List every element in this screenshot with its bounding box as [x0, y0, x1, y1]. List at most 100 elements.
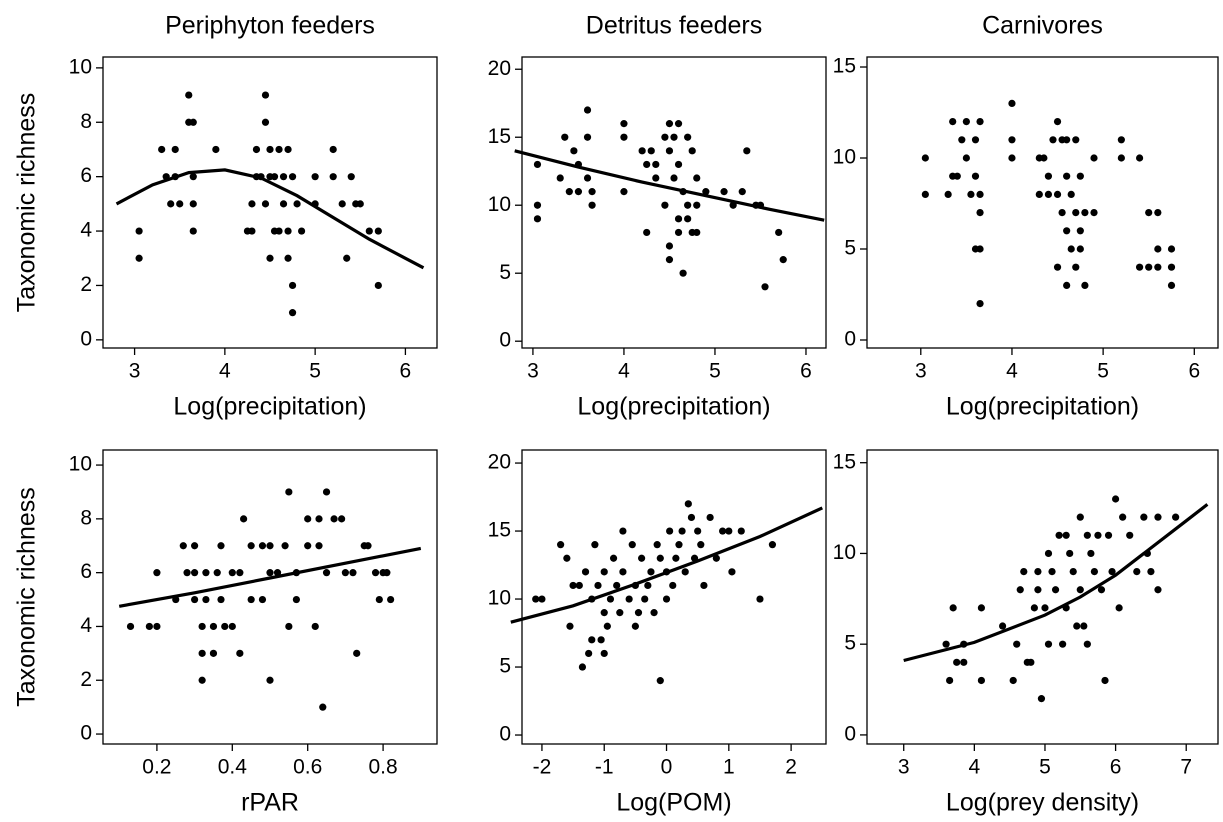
point [588, 188, 596, 196]
point [341, 569, 349, 577]
point [304, 542, 312, 550]
point [1009, 676, 1017, 685]
point [1154, 586, 1162, 594]
y-tick-label: 15 [833, 55, 856, 78]
point [322, 569, 331, 577]
point [977, 604, 986, 612]
x-tick-label: 4 [1006, 360, 1018, 383]
point [620, 188, 628, 196]
plot-frame [521, 56, 827, 349]
y-tick-label: 2 [80, 668, 92, 691]
point [702, 188, 710, 196]
point [252, 145, 261, 154]
point [279, 200, 288, 208]
point [279, 173, 288, 181]
point [261, 91, 270, 99]
point [135, 227, 143, 235]
point [638, 147, 646, 155]
point [288, 281, 297, 290]
point [1080, 622, 1088, 630]
x-tick-label: 0.4 [218, 756, 248, 779]
point [266, 676, 274, 684]
point [1044, 172, 1053, 180]
panel: 0 5 10 15 3 4 5 6 Carnivores Log(precipitation) [833, 12, 1219, 421]
panel: 0 2 4 6 8 10 3 4 5 6 Periphyton feeders Log(precipi… [13, 12, 438, 421]
point [1034, 567, 1042, 576]
point [212, 145, 220, 154]
point [693, 201, 701, 209]
point [620, 120, 628, 128]
point [588, 636, 596, 644]
point [942, 640, 950, 648]
point [191, 569, 199, 577]
point [583, 174, 592, 182]
y-tick-label: 0 [499, 329, 511, 352]
point [261, 200, 270, 208]
y-tick-label: 15 [833, 450, 856, 473]
point [281, 542, 289, 550]
point [743, 147, 751, 155]
point [329, 173, 337, 181]
x-tick-label: 3 [898, 756, 910, 779]
point [1076, 227, 1084, 235]
point [1030, 604, 1038, 612]
point [209, 649, 218, 657]
point [1069, 567, 1077, 576]
point [775, 228, 783, 237]
point [1020, 567, 1028, 576]
point [356, 200, 364, 208]
point [583, 106, 592, 114]
point [619, 568, 627, 576]
point [1081, 209, 1089, 217]
point [976, 299, 984, 308]
y-tick-label: 5 [844, 237, 856, 260]
y-tick-label: 10 [833, 541, 856, 564]
point [700, 581, 708, 590]
point [1053, 263, 1062, 271]
point [1062, 531, 1070, 539]
plot-frame [102, 449, 438, 745]
point [779, 256, 787, 264]
y-tick-label: 5 [844, 632, 856, 655]
point [643, 228, 651, 237]
point [1008, 136, 1016, 144]
point [1051, 586, 1060, 594]
point [247, 595, 255, 604]
point [631, 622, 639, 630]
point [202, 569, 210, 577]
point [338, 200, 346, 208]
y-tick-label: 0 [844, 722, 856, 745]
y-tick-label: 6 [80, 164, 92, 187]
point [1147, 567, 1155, 576]
point [1145, 209, 1153, 217]
point [198, 676, 206, 684]
point [674, 160, 683, 169]
point [1083, 640, 1091, 648]
point [1059, 640, 1067, 648]
point [1040, 154, 1048, 162]
point [365, 227, 373, 235]
point [1117, 154, 1125, 162]
point [616, 609, 624, 617]
point [189, 118, 197, 126]
point [643, 160, 651, 169]
point [712, 554, 720, 562]
point [322, 488, 331, 496]
point [217, 542, 225, 550]
point [638, 554, 646, 562]
point [588, 201, 596, 209]
point [1108, 567, 1116, 576]
point [946, 676, 954, 685]
point [718, 527, 727, 535]
point [652, 160, 660, 169]
point [665, 120, 674, 128]
point [158, 145, 166, 154]
point [347, 173, 355, 181]
panel: 0 2 4 6 8 10 0.2 0.4 0.6 0.8 rPAR Taxonomic richnes… [13, 449, 438, 817]
point [374, 281, 382, 290]
point [1048, 567, 1056, 576]
point [1076, 513, 1084, 521]
point [600, 568, 608, 576]
y-tick-label: 10 [488, 193, 511, 216]
point [198, 622, 206, 631]
